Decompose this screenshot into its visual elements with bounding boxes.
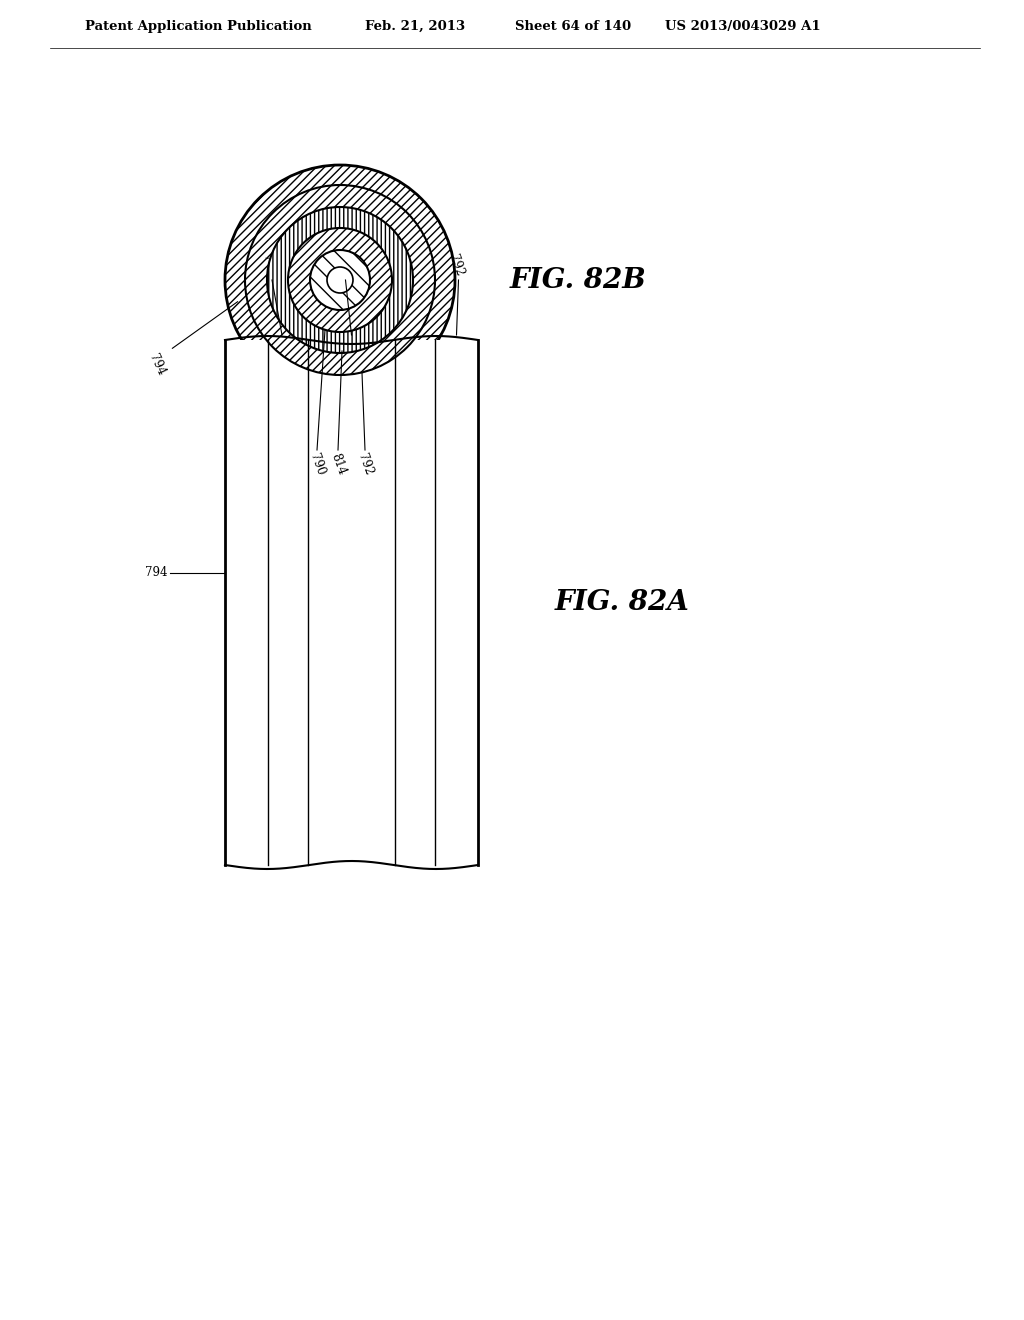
Bar xyxy=(435,341,478,865)
Bar xyxy=(225,341,268,865)
Text: 792: 792 xyxy=(446,252,467,279)
Circle shape xyxy=(225,165,455,395)
Bar xyxy=(268,341,308,865)
Bar xyxy=(308,341,395,865)
Text: 790: 790 xyxy=(307,451,327,478)
Circle shape xyxy=(267,207,413,352)
Text: 792: 792 xyxy=(355,451,375,478)
Text: 794: 794 xyxy=(144,566,167,579)
Text: Sheet 64 of 140: Sheet 64 of 140 xyxy=(515,20,631,33)
Text: 794: 794 xyxy=(146,352,168,378)
Circle shape xyxy=(327,267,353,293)
Text: FIG. 82A: FIG. 82A xyxy=(555,589,690,616)
Text: FIG. 82B: FIG. 82B xyxy=(510,267,647,293)
Circle shape xyxy=(310,249,370,310)
Circle shape xyxy=(288,228,392,333)
Text: Feb. 21, 2013: Feb. 21, 2013 xyxy=(365,20,465,33)
Text: 814: 814 xyxy=(328,451,348,478)
Text: US 2013/0043029 A1: US 2013/0043029 A1 xyxy=(665,20,820,33)
Circle shape xyxy=(245,185,435,375)
Text: 814: 814 xyxy=(334,252,353,279)
Text: 790: 790 xyxy=(260,252,280,279)
Bar xyxy=(395,341,435,865)
Text: Patent Application Publication: Patent Application Publication xyxy=(85,20,311,33)
